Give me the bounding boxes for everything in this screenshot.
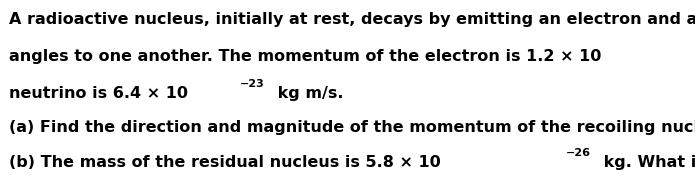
Text: angles to one another. The momentum of the electron is 1.2 × 10: angles to one another. The momentum of t… [9, 49, 601, 64]
Text: −26: −26 [566, 148, 591, 158]
Text: neutrino is 6.4 × 10: neutrino is 6.4 × 10 [9, 86, 188, 101]
Text: kg m/s.: kg m/s. [272, 86, 343, 101]
Text: kg. What is its kinetic energy of recoil?: kg. What is its kinetic energy of recoil… [598, 155, 695, 170]
Text: A radioactive nucleus, initially at rest, decays by emitting an electron and a n: A radioactive nucleus, initially at rest… [9, 12, 695, 27]
Text: (a) Find the direction and magnitude of the momentum of the recoiling nucleus.: (a) Find the direction and magnitude of … [9, 120, 695, 135]
Text: −23: −23 [240, 79, 265, 89]
Text: (b) The mass of the residual nucleus is 5.8 × 10: (b) The mass of the residual nucleus is … [9, 155, 441, 170]
